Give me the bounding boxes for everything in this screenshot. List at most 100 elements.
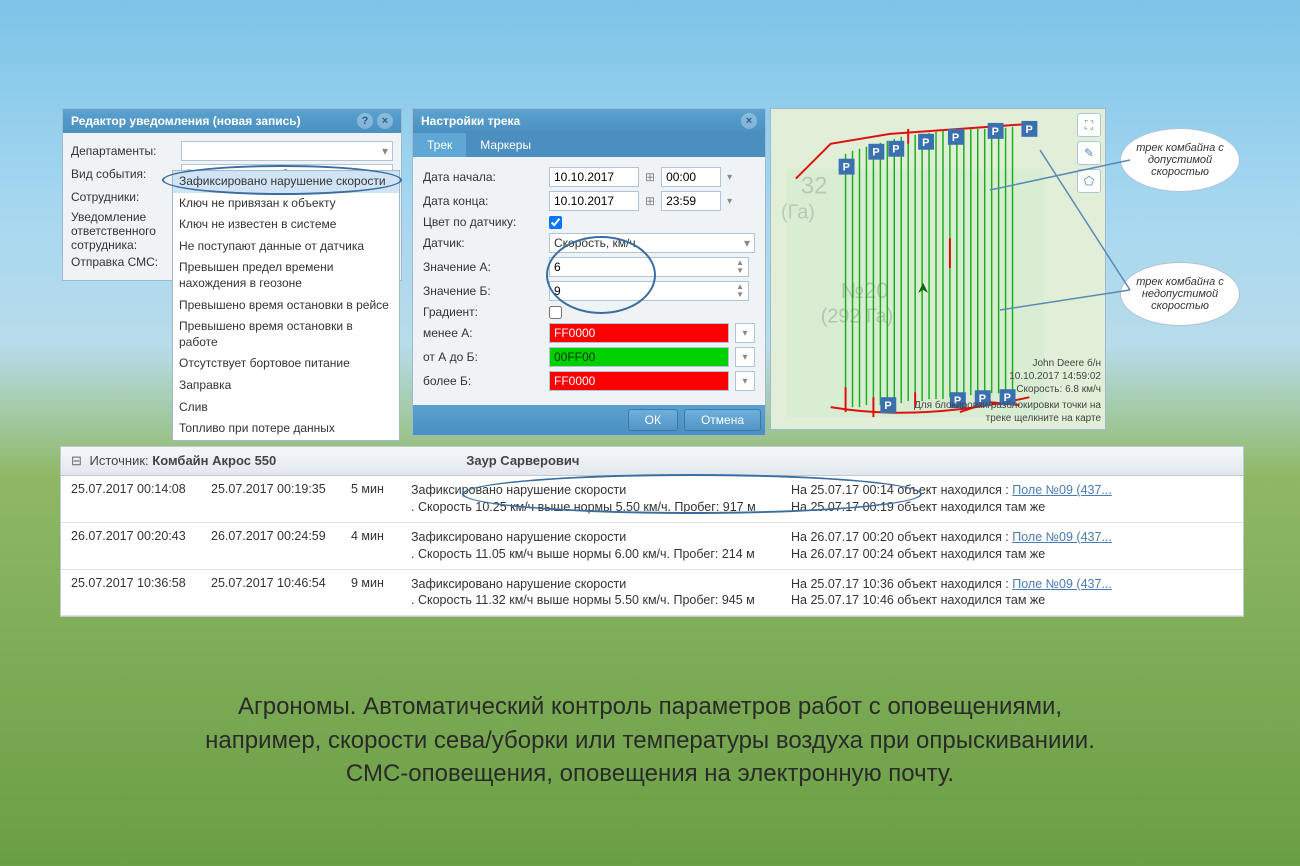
date-end-label: Дата конца: [423, 194, 543, 208]
a-to-b-label: от А до Б: [423, 350, 543, 364]
dropdown-option[interactable]: Не поступают данные от датчика [173, 236, 399, 258]
dropdown-option[interactable]: Зафиксировано нарушение скорости [173, 171, 399, 193]
svg-text:P: P [892, 144, 899, 156]
value-a-spinner[interactable]: 6 ▲▼ [549, 257, 749, 277]
source-value: Комбайн Акрос 550 [152, 453, 276, 468]
events-panel: ⊟ Источник: Комбайн Акрос 550 Заур Сарве… [60, 446, 1244, 617]
above-b-label: более Б: [423, 374, 543, 388]
event-location: На 25.07.17 00:14 объект находился : Пол… [791, 482, 1233, 516]
color-dropdown-icon[interactable]: ▾ [735, 347, 755, 367]
dialog-header: Редактор уведомления (новая запись) ? × [63, 109, 401, 133]
notify-label-3: сотрудника: [71, 238, 137, 252]
table-row[interactable]: 25.07.2017 00:14:0825.07.2017 00:19:355 … [61, 476, 1243, 523]
close-icon[interactable]: × [377, 113, 393, 129]
dialog-title: Настройки трека [421, 114, 520, 128]
departments-label: Департаменты: [71, 144, 181, 158]
tab-markers[interactable]: Маркеры [466, 133, 545, 157]
event-location: На 25.07.17 10:36 объект находился : Пол… [791, 576, 1233, 610]
events-header: ⊟ Источник: Комбайн Акрос 550 Заур Сарве… [61, 447, 1243, 476]
notify-label-1: Уведомление [71, 210, 146, 224]
notify-label-2: ответственного [71, 224, 156, 238]
dropdown-option[interactable]: Превышено время остановки в рейсе [173, 295, 399, 317]
dropdown-option[interactable]: Ключ не известен в системе [173, 214, 399, 236]
dropdown-option[interactable]: Топливо при потере данных [173, 418, 399, 440]
dialog-header: Настройки трека × [413, 109, 765, 133]
value-a-label: Значение А: [423, 260, 543, 274]
svg-text:№20: №20 [841, 278, 889, 303]
field-link[interactable]: Поле №09 (437... [1012, 483, 1112, 497]
time-start: 25.07.2017 10:36:58 [71, 576, 211, 610]
event-location: На 26.07.17 00:20 объект находился : Пол… [791, 529, 1233, 563]
dialog-title: Редактор уведомления (новая запись) [71, 114, 301, 128]
table-row[interactable]: 25.07.2017 10:36:5825.07.2017 10:46:549 … [61, 570, 1243, 617]
below-a-label: менее А: [423, 326, 543, 340]
above-b-color[interactable]: FF0000 [549, 371, 729, 391]
sensor-label: Датчик: [423, 236, 543, 250]
dropdown-option[interactable]: Заправка [173, 375, 399, 397]
svg-text:(Га): (Га) [781, 201, 815, 223]
dropdown-option[interactable]: Отсутствует бортовое питание [173, 353, 399, 375]
sensor-color-label: Цвет по датчику: [423, 215, 543, 229]
time-start: 26.07.2017 00:20:43 [71, 529, 211, 563]
svg-text:P: P [872, 147, 879, 159]
dropdown-option[interactable]: Ключ не привязан к объекту [173, 193, 399, 215]
svg-text:P: P [884, 400, 891, 412]
ok-button[interactable]: ОК [628, 409, 678, 431]
gradient-checkbox[interactable] [549, 306, 562, 319]
duration: 5 мин [351, 482, 411, 516]
dropdown-option[interactable]: Слив [173, 397, 399, 419]
map-info: John Deere б/н 10.10.2017 14:59:02 Скоро… [914, 357, 1101, 425]
time-start: 25.07.2017 00:14:08 [71, 482, 211, 516]
close-icon[interactable]: × [741, 113, 757, 129]
callout-arrows [980, 120, 1140, 320]
departments-dropdown[interactable] [181, 141, 393, 161]
time-end: 25.07.2017 10:46:54 [211, 576, 351, 610]
gradient-label: Градиент: [423, 305, 543, 319]
track-settings-dialog: Настройки трека × Трек Маркеры Дата нача… [412, 108, 766, 436]
time-start-input[interactable] [661, 167, 721, 187]
value-b-spinner[interactable]: 9 ▲▼ [549, 281, 749, 301]
svg-text:P: P [952, 132, 959, 144]
below-a-color[interactable]: FF0000 [549, 323, 729, 343]
sensor-dropdown[interactable]: Скорость, км/ч [549, 233, 755, 253]
svg-text:(292 Га): (292 Га) [821, 306, 894, 328]
color-dropdown-icon[interactable]: ▾ [735, 323, 755, 343]
field-link[interactable]: Поле №09 (437... [1012, 577, 1112, 591]
dropdown-option[interactable]: Превышено время остановки в работе [173, 316, 399, 353]
date-start-input[interactable] [549, 167, 639, 187]
cancel-button[interactable]: Отмена [684, 409, 761, 431]
table-row[interactable]: 26.07.2017 00:20:4326.07.2017 00:24:594 … [61, 523, 1243, 570]
dropdown-option[interactable]: Превышен предел времени нахождения в гео… [173, 257, 399, 294]
event-description: Зафиксировано нарушение скорости. Скорос… [411, 529, 791, 563]
employees-label: Сотрудники: [71, 190, 181, 204]
a-to-b-color[interactable]: 00FF00 [549, 347, 729, 367]
event-type-dropdown-list: Зафиксировано нарушение скорости Ключ не… [172, 170, 400, 441]
svg-text:32: 32 [801, 172, 828, 199]
event-type-label: Вид события: [71, 167, 181, 181]
help-icon[interactable]: ? [357, 113, 373, 129]
time-end: 25.07.2017 00:19:35 [211, 482, 351, 516]
svg-text:P: P [922, 137, 929, 149]
event-description: Зафиксировано нарушение скорости. Скорос… [411, 576, 791, 610]
event-description: Зафиксировано нарушение скорости. Скорос… [411, 482, 791, 516]
time-end-input[interactable] [661, 191, 721, 211]
driver-name: Заур Сарверович [466, 453, 579, 468]
duration: 9 мин [351, 576, 411, 610]
color-dropdown-icon[interactable]: ▾ [735, 371, 755, 391]
svg-text:P: P [843, 162, 850, 174]
calendar-icon[interactable]: ⊞ [645, 170, 655, 184]
source-label: Источник: [90, 453, 149, 468]
tab-track[interactable]: Трек [413, 133, 466, 157]
duration: 4 мин [351, 529, 411, 563]
value-b-label: Значение Б: [423, 284, 543, 298]
sms-label: Отправка СМС: [71, 255, 181, 269]
field-link[interactable]: Поле №09 (437... [1012, 530, 1112, 544]
date-start-label: Дата начала: [423, 170, 543, 184]
tabs: Трек Маркеры [413, 133, 765, 157]
caption: Агрономы. Автоматический контроль параме… [0, 690, 1300, 791]
collapse-icon[interactable]: ⊟ [71, 453, 82, 468]
calendar-icon[interactable]: ⊞ [645, 194, 655, 208]
time-end: 26.07.2017 00:24:59 [211, 529, 351, 563]
date-end-input[interactable] [549, 191, 639, 211]
sensor-color-checkbox[interactable] [549, 216, 562, 229]
